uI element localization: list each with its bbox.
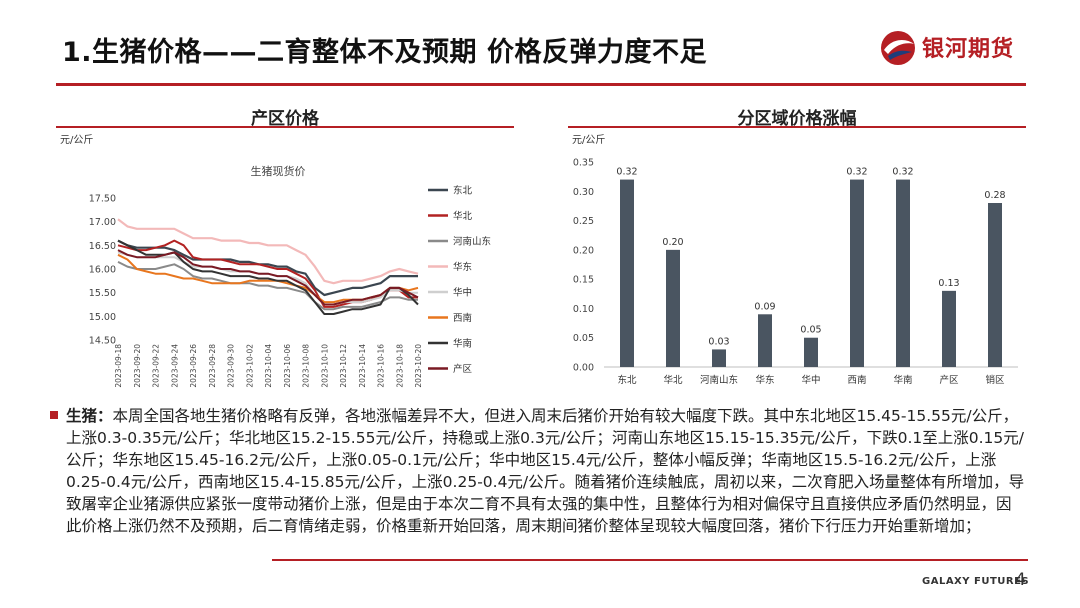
- bar-data-label: 0.03: [708, 336, 729, 347]
- y-tick-label: 0.15: [573, 275, 594, 286]
- bar-data-label: 0.20: [662, 237, 683, 248]
- x-category-label: 东北: [617, 374, 637, 386]
- legend-label: 河南山东: [453, 236, 491, 248]
- bar-data-label: 0.32: [892, 167, 913, 178]
- right-panel-title: 分区域价格涨幅: [737, 109, 857, 129]
- x-category-label: 河南山东: [700, 374, 738, 386]
- bar-data-label: 0.28: [984, 190, 1005, 201]
- y-tick-label: 0.35: [573, 158, 594, 169]
- legend-label: 华北: [453, 210, 473, 222]
- emphasis-underline: [272, 559, 1028, 561]
- y-tick-label: 0.25: [573, 216, 594, 227]
- y-tick-label: 17.50: [89, 194, 116, 205]
- series-line: [117, 249, 419, 306]
- x-tick-label: 2023-09-18: [114, 344, 123, 388]
- x-tick-label: 2023-10-14: [358, 344, 367, 388]
- x-category-label: 华南: [893, 374, 912, 386]
- x-category-label: 销区: [985, 374, 1005, 386]
- x-tick-label: 2023-09-24: [170, 344, 179, 388]
- x-tick-label: 2023-09-30: [227, 344, 236, 388]
- bar-data-label: 0.13: [938, 278, 959, 289]
- bar: [988, 203, 1002, 367]
- footer-brand: GALAXY FUTURES: [922, 576, 1030, 587]
- series-line: [117, 239, 418, 297]
- x-tick-label: 2023-10-18: [395, 344, 404, 388]
- y-tick-label: 16.00: [89, 265, 116, 276]
- bar: [942, 290, 956, 367]
- legend-label: 西南: [453, 312, 472, 324]
- x-tick-label: 2023-09-26: [189, 344, 198, 388]
- bar: [850, 179, 864, 367]
- bullet-marker: [50, 411, 58, 419]
- series-line: [117, 218, 419, 285]
- title-divider: [56, 83, 1026, 86]
- line-chart-title: 生猪现货价: [251, 164, 306, 178]
- right-panel-divider: [568, 126, 1026, 128]
- legend-label: 东北: [453, 185, 473, 197]
- y-tick-label: 0.30: [573, 187, 594, 198]
- legend-label: 华中: [453, 287, 472, 299]
- bar: [620, 179, 634, 367]
- y-tick-label: 0.00: [573, 363, 594, 374]
- y-tick-label: 0.20: [573, 245, 594, 256]
- x-category-label: 华东: [755, 374, 774, 386]
- commentary-body: 本周全国各地生猪价格略有反弹，各地涨幅差异不大，但进入周末后猪价开始有较大幅度下…: [66, 407, 1025, 535]
- y-tick-label: 0.10: [573, 304, 594, 315]
- x-category-label: 华中: [801, 374, 820, 386]
- bar-data-label: 0.09: [754, 301, 775, 312]
- right-panel-unit: 元/公斤: [572, 135, 606, 146]
- y-tick-label: 16.50: [89, 241, 116, 252]
- x-tick-label: 2023-10-06: [283, 344, 292, 388]
- y-tick-label: 17.00: [89, 217, 116, 228]
- series-line: [117, 261, 418, 311]
- x-tick-label: 2023-10-10: [320, 344, 329, 388]
- x-tick-label: 2023-10-12: [339, 344, 348, 388]
- x-tick-label: 2023-10-04: [264, 344, 273, 388]
- x-tick-label: 2023-10-08: [302, 344, 311, 388]
- bar-data-label: 0.05: [800, 325, 821, 336]
- x-tick-label: 2023-10-02: [245, 344, 254, 388]
- x-tick-label: 2023-09-20: [133, 344, 142, 388]
- left-panel-unit: 元/公斤: [60, 135, 94, 146]
- bar-chart: 0.35 0.30 0.25 0.20 0.15 0.10 0.05 0.00 0.32 东北 0.…: [573, 158, 1018, 386]
- page-number: 4: [1015, 570, 1026, 590]
- bar: [896, 179, 910, 367]
- x-category-label: 西南: [847, 374, 866, 386]
- x-tick-label: 2023-10-20: [414, 344, 423, 388]
- logo-text: 银河期货: [922, 37, 1015, 62]
- left-panel-title: 产区价格: [251, 109, 319, 129]
- bar: [804, 337, 818, 367]
- legend-label: 华南: [453, 338, 472, 350]
- legend-label: 华东: [453, 261, 472, 273]
- left-panel-divider: [56, 126, 514, 128]
- bar: [712, 349, 726, 367]
- bar-data-label: 0.32: [846, 167, 867, 178]
- bar: [666, 249, 680, 367]
- galaxy-futures-logo-icon: [881, 31, 915, 65]
- commentary-paragraph: 生猪：本周全国各地生猪价格略有反弹，各地涨幅差异不大，但进入周末后猪价开始有较大…: [66, 405, 1026, 537]
- y-tick-label: 14.50: [89, 336, 116, 347]
- x-tick-label: 2023-09-22: [152, 344, 161, 388]
- line-chart: 生猪现货价 17.50 17.00 16.50 16.00 15.50 15.00 14.50…: [89, 164, 491, 388]
- x-category-label: 华北: [663, 374, 683, 386]
- x-tick-label: 2023-09-28: [208, 344, 217, 388]
- y-tick-label: 15.50: [89, 288, 116, 299]
- bar-data-label: 0.32: [616, 167, 637, 178]
- commentary-lead: 生猪：: [66, 407, 113, 425]
- page-title: 1.生猪价格——二育整体不及预期 价格反弹力度不足: [62, 37, 707, 68]
- bar: [758, 314, 772, 367]
- x-tick-label: 2023-10-16: [377, 344, 386, 388]
- y-tick-label: 15.00: [89, 312, 116, 323]
- legend-label: 产区: [453, 363, 473, 375]
- x-category-label: 产区: [939, 374, 959, 386]
- y-tick-label: 0.05: [573, 333, 594, 344]
